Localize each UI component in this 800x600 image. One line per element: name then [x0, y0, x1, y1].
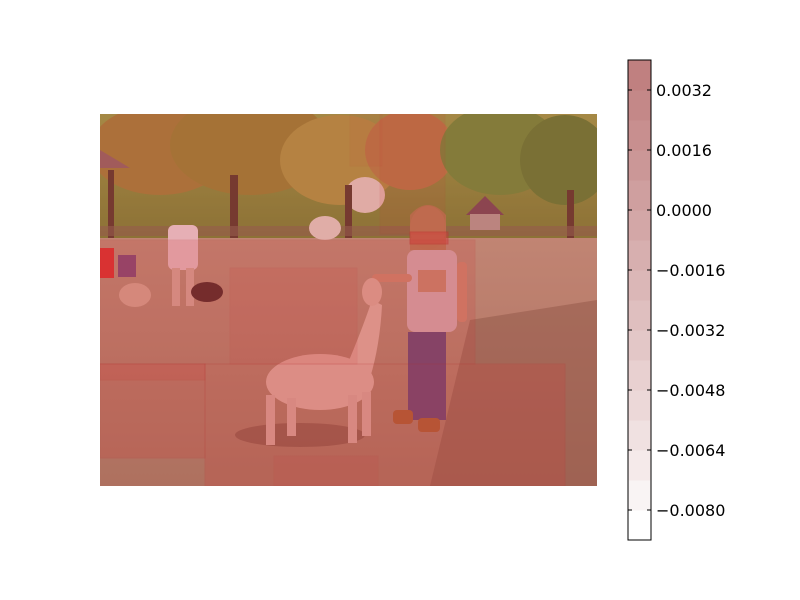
colorbar-step [628, 90, 651, 121]
colorbar-step [628, 240, 651, 271]
colorbar-step [628, 480, 651, 511]
colorbar-step [628, 300, 651, 331]
tree-shadow [430, 300, 597, 486]
lamb [266, 278, 382, 445]
colorbar-step [628, 390, 651, 421]
overlay-regions [100, 114, 566, 486]
colorbar-step [628, 450, 651, 481]
colorbar-step [628, 330, 651, 361]
tent [309, 216, 341, 240]
colorbar-step [628, 210, 651, 241]
gazebo-roof [100, 150, 130, 168]
overlay-base [100, 114, 597, 486]
photo [100, 114, 597, 486]
colorbar-steps [628, 60, 651, 541]
colorbar-tick-label: 0.0032 [656, 81, 712, 100]
colorbar-tick-label: 0.0016 [656, 141, 712, 160]
shed [470, 214, 500, 230]
colorbar-tick-label: −0.0016 [656, 261, 725, 280]
colorbar-step [628, 360, 651, 391]
colorbar-step [628, 180, 651, 211]
fence [100, 226, 597, 236]
tree-canopies [100, 114, 597, 213]
colorbar-frame [627, 59, 652, 541]
colorbar-step [628, 120, 651, 151]
shed-roof [466, 196, 504, 215]
colorbar-step [628, 510, 651, 541]
background-people [100, 225, 223, 307]
colorbar-tick-label: −0.0080 [656, 501, 725, 520]
colorbar-tick-label: −0.0048 [656, 381, 725, 400]
colorbar-step [628, 60, 651, 91]
colorbar-tick-label: 0.0000 [656, 201, 712, 220]
overlay-heatmap [100, 114, 597, 486]
tree-trunks [108, 170, 574, 260]
colorbar-tick-label: −0.0064 [656, 441, 725, 460]
colorbar-ticks: 0.0032 0.0016 0.0000 −0.0016 −0.0032 −0.0048 −… [628, 81, 725, 520]
colorbar: 0.0032 0.0016 0.0000 −0.0016 −0.0032 −0.0048 −… [627, 59, 725, 541]
colorbar-step [628, 270, 651, 301]
colorbar-step [628, 420, 651, 451]
colorbar-tick-label: −0.0032 [656, 321, 725, 340]
colorbar-step [628, 150, 651, 181]
